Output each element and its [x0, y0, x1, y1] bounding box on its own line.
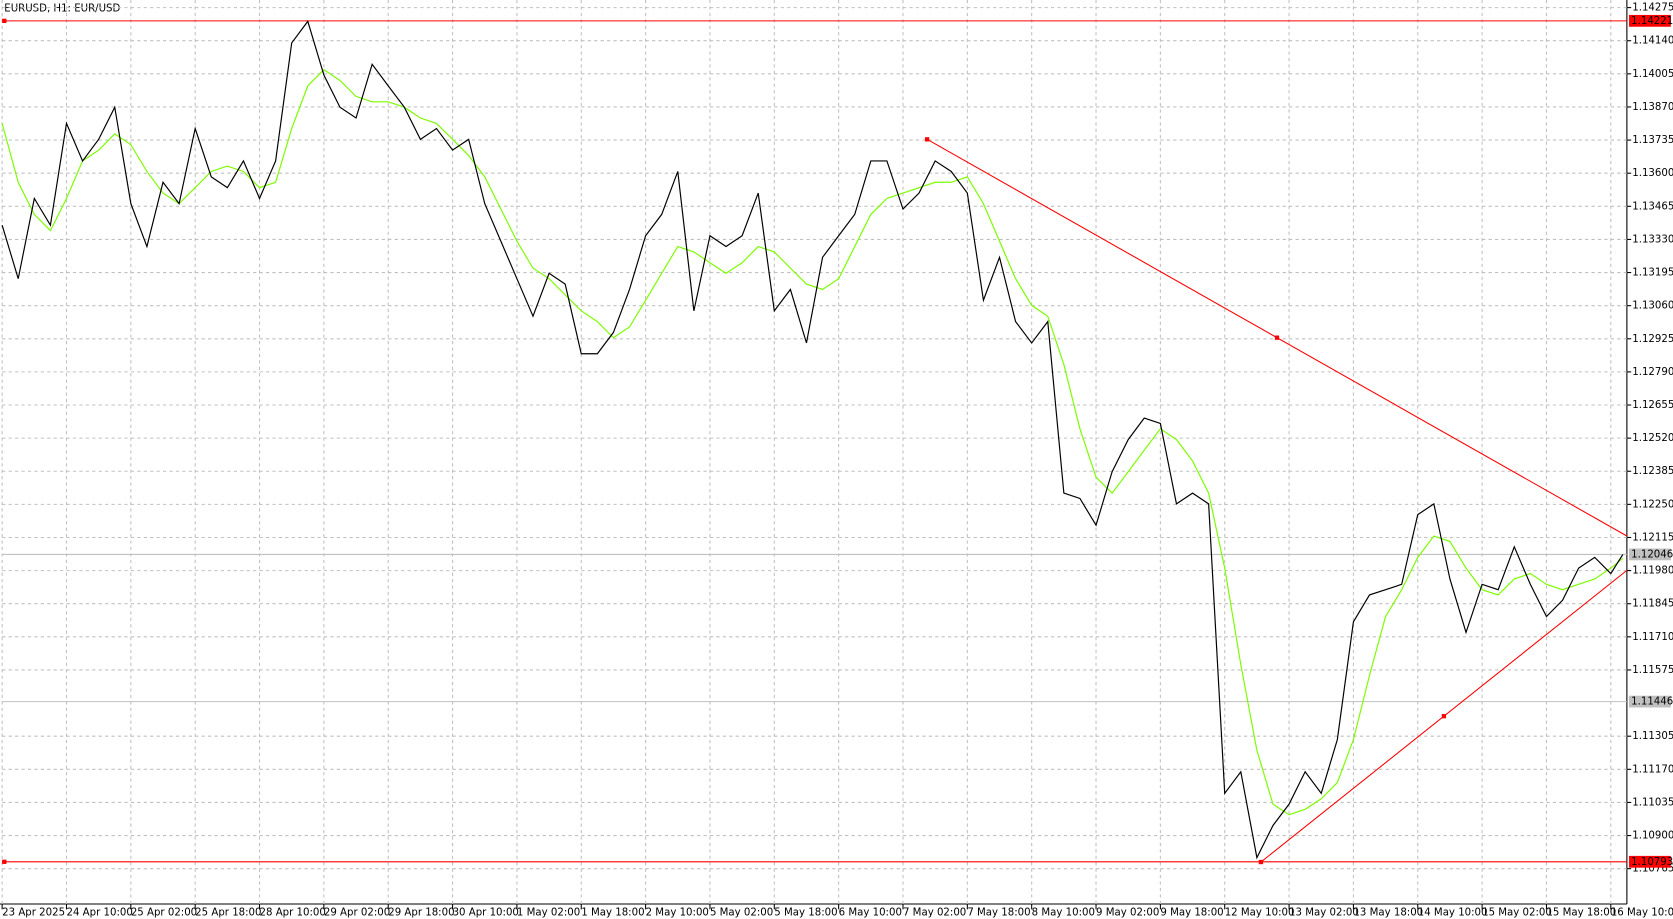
y-tick-label: 1.12790: [1632, 367, 1673, 378]
x-tick-label: 12 May 10:00: [1225, 908, 1295, 919]
x-tick-label: 1 May 18:00: [581, 908, 644, 919]
level-handle: [2, 859, 7, 864]
y-tick-label: 1.12520: [1632, 433, 1673, 444]
y-tick-label: 1.14005: [1632, 69, 1673, 80]
y-tick-label: 1.11575: [1632, 665, 1673, 676]
chart-title: EURUSD, H1: EUR/USD: [4, 4, 120, 15]
x-tick-label: 7 May 18:00: [967, 908, 1030, 919]
x-tick-label: 7 May 02:00: [903, 908, 966, 919]
x-tick-label: 15 May 18:00: [1546, 908, 1616, 919]
x-tick-label: 8 May 10:00: [1032, 908, 1095, 919]
price-line: [1, 20, 1624, 860]
y-tick-label: 1.12925: [1632, 334, 1673, 345]
y-tick-label: 1.13195: [1632, 268, 1673, 279]
level-label-box: [1629, 855, 1671, 868]
price-line: [1, 68, 1624, 816]
x-tick-label: 24 Apr 10:00: [66, 908, 132, 919]
x-tick-label: 6 May 10:00: [839, 908, 902, 919]
x-tick-label: 2 May 10:00: [646, 908, 709, 919]
x-tick-label: 9 May 18:00: [1160, 908, 1223, 919]
y-tick-label: 1.13870: [1632, 102, 1673, 113]
level-label-box: [1629, 14, 1671, 27]
x-tick-label: 16 May 10:00: [1611, 908, 1673, 919]
y-tick-label: 1.11170: [1632, 764, 1673, 775]
x-tick-label: 14 May 10:00: [1418, 908, 1488, 919]
y-tick-label: 1.11035: [1632, 797, 1673, 808]
trendline-handle: [1258, 859, 1264, 865]
trendline-mid-handle: [1274, 335, 1280, 340]
x-tick-label: 28 Apr 10:00: [260, 908, 326, 919]
y-tick-label: 1.11980: [1632, 566, 1673, 577]
y-tick-label: 1.12385: [1632, 466, 1673, 477]
level-label: 1.14221: [1631, 16, 1673, 27]
x-tick-label: 25 Apr 02:00: [131, 908, 197, 919]
level-label: 1.11446: [1631, 697, 1673, 708]
level-label: 1.10793: [1631, 857, 1673, 868]
y-tick-label: 1.12115: [1632, 532, 1673, 543]
y-tick-label: 1.13330: [1632, 234, 1673, 245]
x-tick-label: 23 Apr 2025: [2, 908, 65, 919]
level-label: 1.12046: [1631, 549, 1673, 560]
y-tick-label: 1.11305: [1632, 731, 1673, 742]
y-tick-label: 1.13060: [1632, 301, 1673, 312]
y-tick-label: 1.14275: [1632, 3, 1673, 14]
y-tick-label: 1.14140: [1632, 36, 1673, 47]
y-tick-label: 1.13465: [1632, 201, 1673, 212]
x-tick-label: 29 Apr 18:00: [388, 908, 454, 919]
level-label-box: [1629, 548, 1671, 561]
y-tick-label: 1.11710: [1632, 632, 1673, 643]
x-tick-label: 1 May 02:00: [517, 908, 580, 919]
x-tick-label: 5 May 02:00: [710, 908, 773, 919]
y-tick-label: 1.11845: [1632, 599, 1673, 610]
x-tick-label: 29 Apr 02:00: [324, 908, 390, 919]
y-tick-label: 1.12655: [1632, 400, 1673, 411]
trendline-mid-handle: [1441, 714, 1447, 719]
y-tick-label: 1.12250: [1632, 499, 1673, 510]
x-tick-label: 9 May 02:00: [1096, 908, 1159, 919]
x-tick-label: 15 May 02:00: [1482, 908, 1552, 919]
level-handle: [2, 18, 7, 23]
x-tick-label: 5 May 18:00: [774, 908, 837, 919]
y-tick-label: 1.13735: [1632, 135, 1673, 146]
x-tick-label: 25 Apr 18:00: [195, 908, 261, 919]
y-tick-label: 1.10900: [1632, 831, 1673, 842]
x-tick-label: 13 May 02:00: [1289, 908, 1359, 919]
x-tick-label: 30 Apr 10:00: [453, 908, 519, 919]
y-tick-label: 1.10765: [1632, 864, 1673, 875]
level-label-box: [1629, 695, 1671, 708]
x-tick-label: 13 May 18:00: [1353, 908, 1423, 919]
y-tick-label: 1.13600: [1632, 168, 1673, 179]
trendline-handle: [924, 137, 930, 142]
